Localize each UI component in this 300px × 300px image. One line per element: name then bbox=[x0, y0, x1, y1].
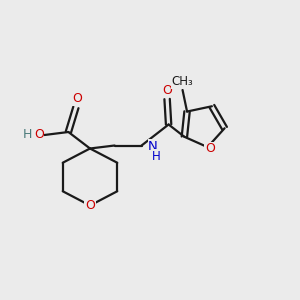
Text: O: O bbox=[205, 142, 215, 155]
Text: O: O bbox=[73, 92, 82, 105]
Text: H: H bbox=[22, 128, 32, 141]
Text: N: N bbox=[148, 140, 158, 153]
Text: O: O bbox=[85, 199, 95, 212]
Text: O: O bbox=[34, 128, 44, 141]
Text: CH₃: CH₃ bbox=[172, 75, 194, 88]
Text: O: O bbox=[162, 83, 172, 97]
Text: H: H bbox=[152, 149, 160, 163]
